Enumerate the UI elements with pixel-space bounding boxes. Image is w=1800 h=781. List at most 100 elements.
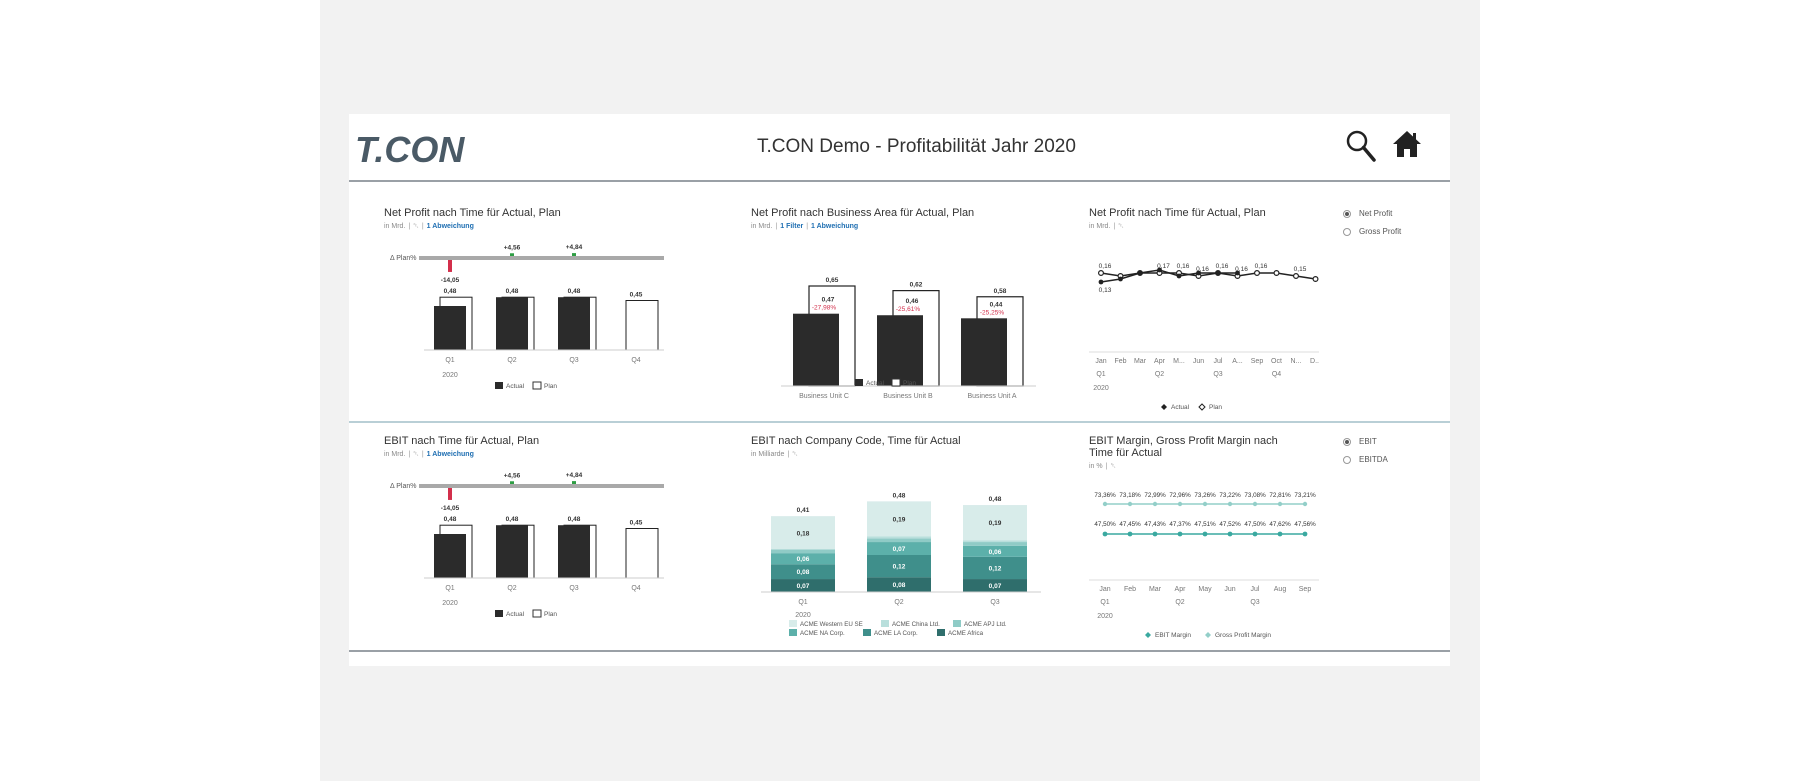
plan-bar <box>625 528 659 579</box>
data-label: 0,16 <box>1255 263 1268 270</box>
stack-segment <box>963 556 1027 580</box>
search-icon[interactable] <box>1344 128 1378 164</box>
gross-margin-point <box>1152 501 1158 507</box>
separator: | <box>787 451 790 458</box>
radio-net-profit[interactable]: Net Profit <box>1343 209 1401 218</box>
data-label: 0,17 <box>1157 263 1170 270</box>
segment-label: 0,19 <box>989 520 1002 527</box>
legend-label: ACME Western EU SE <box>800 621 863 628</box>
legend-label: Plan <box>544 611 557 618</box>
separator: | <box>1113 223 1116 230</box>
panel-ebit-company-code: EBIT nach Company Code, Time für Actual … <box>751 435 1051 645</box>
segment-label: 0,07 <box>989 583 1002 590</box>
unit-label: in Mrd. <box>384 223 406 230</box>
tick-label: Feb <box>1124 586 1136 593</box>
dashboard: T.CON T.CON Demo - Profitabilität Jahr 2… <box>349 114 1450 666</box>
stack-segment <box>963 579 1027 592</box>
total-label: 0,48 <box>893 492 906 499</box>
radio-label: EBITDA <box>1359 455 1388 464</box>
home-icon[interactable] <box>1391 128 1423 160</box>
radio-dot[interactable] <box>1343 209 1351 218</box>
variance-icon[interactable]: ␡ <box>1110 463 1117 470</box>
variance-link[interactable]: 1 Abweichung <box>426 223 474 230</box>
actual-bar <box>434 534 466 578</box>
radio-dot[interactable] <box>1343 227 1351 236</box>
variance-axis <box>419 484 664 488</box>
stack-segment <box>963 505 1027 541</box>
gross-margin-point <box>1127 501 1133 507</box>
variance-link[interactable]: 1 Abweichung <box>426 451 474 458</box>
panel-net-profit-business-area: Net Profit nach Business Area für Actual… <box>751 207 1051 412</box>
data-label: 0,45 <box>630 520 643 527</box>
tick-label: Q1 <box>445 585 454 592</box>
variance-bar <box>510 253 514 256</box>
variance-label: +4,56 <box>504 244 521 251</box>
year-label: 2020 <box>1093 385 1109 392</box>
variance-label: +4,84 <box>566 472 583 479</box>
variance-icon[interactable]: ␡ <box>792 451 798 458</box>
variance-bar <box>448 488 452 500</box>
legend-label: ACME China Ltd. <box>892 621 940 628</box>
actual-label: 0,47 <box>822 297 835 304</box>
radio-dot[interactable] <box>1343 437 1351 446</box>
panel-title: EBIT nach Time für Actual, Plan <box>384 435 540 447</box>
radio-label: Net Profit <box>1359 209 1393 218</box>
ebit-margin-point <box>1277 531 1283 537</box>
ebit-margin-point <box>1177 531 1183 537</box>
panel-ebit-margin: EBIT Margin, Gross Profit Margin nach Ti… <box>1089 435 1329 645</box>
chart-net-profit-monthly: Jan Feb Mar Apr M... Jun Jul A... Sep Oct N... D...… <box>1089 263 1319 411</box>
stack-segment <box>867 542 931 555</box>
panel-title: Net Profit nach Business Area für Actual… <box>751 207 975 219</box>
radio-dot[interactable] <box>1343 455 1351 464</box>
plan-point <box>1293 272 1300 279</box>
legend-label: ACME APJ Ltd. <box>964 621 1007 628</box>
gross-margin-point <box>1277 501 1283 507</box>
quarter-label: Q4 <box>1272 371 1281 378</box>
tick-label: Jan <box>1099 586 1110 593</box>
separator: | <box>775 223 778 230</box>
unit-label: in Mrd. <box>751 223 773 230</box>
actual-point <box>1196 270 1201 276</box>
data-label: 47,50% <box>1244 521 1266 528</box>
actual-point <box>1098 279 1104 285</box>
radio-ebitda[interactable]: EBITDA <box>1343 455 1388 464</box>
variance-axis <box>419 256 664 260</box>
stack-segment <box>867 538 931 543</box>
ebit-margin-point <box>1252 531 1258 537</box>
legend-swatch-plan <box>1198 403 1206 411</box>
radio-ebit[interactable]: EBIT <box>1343 437 1388 446</box>
plan-label: 0,65 <box>826 277 839 284</box>
variance-icon[interactable]: ␡ <box>1118 223 1124 230</box>
legend-label: Plan <box>1209 404 1222 411</box>
measure-selector-top: Net Profit Gross Profit <box>1343 209 1401 245</box>
tick-label: Aug <box>1274 586 1287 593</box>
segment-label: 0,06 <box>797 556 810 563</box>
chart-net-profit-business-area: 0,650,47-27,98%Business Unit C0,620,46-2… <box>781 277 1036 400</box>
variance-icon[interactable]: ␡ <box>413 451 419 458</box>
plan-point <box>1098 269 1105 276</box>
stack-segment <box>963 542 1027 546</box>
year-label: 2020 <box>1097 613 1113 620</box>
quarter-label: Q1 <box>1096 371 1105 378</box>
legend-label: Actual <box>506 383 525 390</box>
actual-bar <box>558 297 590 350</box>
actual-bar <box>877 315 923 386</box>
logo-text: T.CON <box>355 129 465 170</box>
stack-segment <box>867 501 931 537</box>
plan-point <box>1312 275 1319 282</box>
gross-margin-point <box>1177 501 1183 507</box>
tick-label: Jul <box>1251 586 1260 593</box>
data-label: 47,45% <box>1119 521 1141 528</box>
total-label: 0,41 <box>797 507 810 514</box>
chart-net-profit-time: Δ Plan% -14,05 0,48 Q1 +4,56 0,48 Q2 +4,84 0,48 Q… <box>390 244 664 390</box>
panel-title: Net Profit nach Time für Actual, Plan <box>384 207 561 219</box>
segment-label: 0,12 <box>989 565 1002 572</box>
legend-label: Plan <box>903 380 916 387</box>
tick-label: M... <box>1173 358 1185 365</box>
tick-label: Jun <box>1224 586 1235 593</box>
radio-gross-profit[interactable]: Gross Profit <box>1343 227 1401 236</box>
separator: | <box>806 223 809 230</box>
filter-link[interactable]: 1 Filter <box>780 223 804 230</box>
variance-link[interactable]: 1 Abweichung <box>811 223 859 230</box>
variance-icon[interactable]: ␡ <box>413 223 419 230</box>
